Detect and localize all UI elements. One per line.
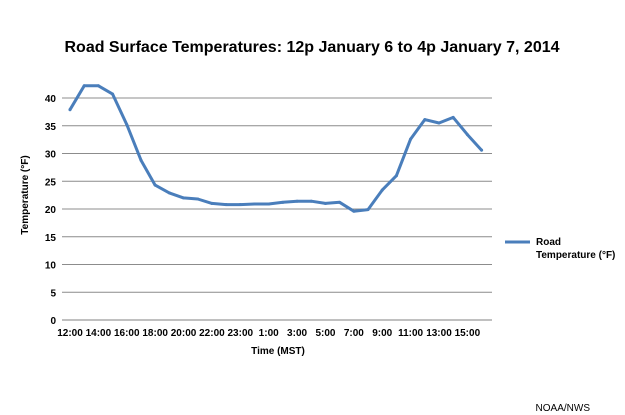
- data-point: [480, 148, 484, 152]
- y-tick-label: 0: [50, 316, 56, 327]
- data-point: [96, 84, 100, 88]
- data-point: [338, 200, 342, 204]
- y-axis-ticks: 0 5 10 15 20 25 30 35 40: [45, 94, 57, 327]
- data-point: [423, 118, 427, 122]
- data-point: [167, 191, 171, 195]
- legend-label-line2: Temperature (°F): [536, 250, 615, 261]
- y-axis-title: Temperature (°F): [20, 155, 31, 234]
- data-point: [182, 196, 186, 200]
- x-tick-label: 11:00: [398, 328, 423, 339]
- chart-title: Road Surface Temperatures: 12p January 6…: [64, 39, 559, 56]
- y-tick-label: 20: [45, 205, 57, 216]
- x-tick-label: 22:00: [199, 328, 225, 339]
- data-point: [352, 209, 356, 213]
- x-tick-label: 18:00: [142, 328, 168, 339]
- x-tick-label: 3:00: [287, 328, 307, 339]
- series-group: [68, 84, 484, 213]
- x-tick-label: 12:00: [57, 328, 83, 339]
- data-point: [111, 92, 115, 96]
- x-tick-label: 20:00: [171, 328, 197, 339]
- data-point: [82, 84, 86, 88]
- x-tick-label: 1:00: [259, 328, 279, 339]
- y-tick-label: 5: [50, 288, 56, 299]
- data-point: [394, 174, 398, 178]
- data-point: [139, 158, 143, 162]
- data-point: [323, 201, 327, 205]
- data-point: [437, 121, 441, 125]
- data-point: [309, 199, 313, 203]
- x-tick-label: 23:00: [228, 328, 254, 339]
- data-point: [125, 123, 129, 127]
- credit-text: NOAA/NWS: [536, 403, 591, 414]
- x-tick-label: 5:00: [315, 328, 335, 339]
- y-tick-label: 15: [45, 233, 57, 244]
- data-point: [281, 200, 285, 204]
- x-tick-label: 9:00: [372, 328, 392, 339]
- data-point: [267, 202, 271, 206]
- data-point: [224, 203, 228, 207]
- x-axis-title: Time (MST): [251, 346, 305, 357]
- data-point: [465, 133, 469, 137]
- y-tick-label: 25: [45, 177, 57, 188]
- data-point: [238, 203, 242, 207]
- x-tick-label: 16:00: [114, 328, 140, 339]
- y-tick-label: 30: [45, 150, 57, 161]
- data-point: [409, 137, 413, 141]
- data-point: [196, 197, 200, 201]
- x-axis-ticks: 12:00 14:00 16:00 18:00 20:00 22:00 23:00 1:00 3…: [57, 328, 480, 339]
- legend-label-line1: Road: [536, 237, 561, 248]
- y-tick-label: 35: [45, 122, 57, 133]
- grid: [62, 97, 492, 293]
- legend: Road Temperature (°F): [505, 237, 615, 261]
- data-point: [451, 115, 455, 119]
- x-tick-label: 14:00: [86, 328, 112, 339]
- y-tick-label: 10: [45, 261, 57, 272]
- data-point: [210, 201, 214, 205]
- data-point: [252, 202, 256, 206]
- data-point: [68, 108, 72, 112]
- y-tick-label: 40: [45, 94, 57, 105]
- data-point: [366, 208, 370, 212]
- x-tick-label: 7:00: [344, 328, 364, 339]
- data-point: [380, 188, 384, 192]
- x-tick-label: 13:00: [426, 328, 452, 339]
- series-line-road-temperature: [68, 84, 484, 213]
- data-point: [153, 183, 157, 187]
- data-point: [295, 199, 299, 203]
- x-tick-label: 15:00: [455, 328, 481, 339]
